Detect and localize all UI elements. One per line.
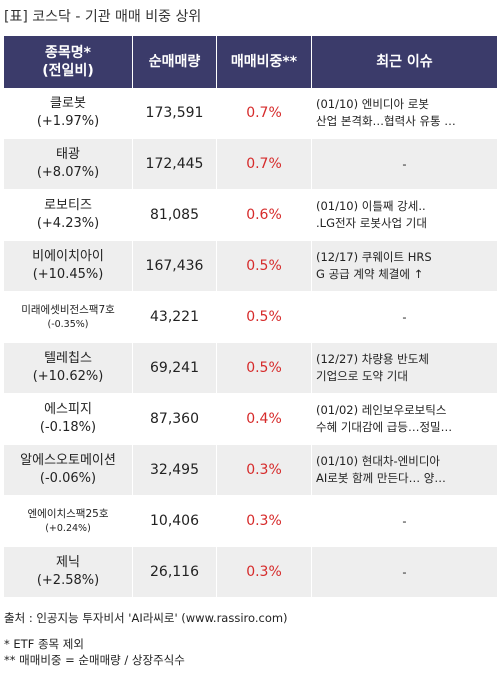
stock-cell: 알에스오토메이션 (-0.06%) (4, 445, 133, 496)
issue-line-2: 산업 본격화…협력사 유통 … (316, 114, 456, 128)
stock-name: 미래에셋비전스팩7호 (21, 304, 115, 316)
institution-trading-table: 종목명* (전일비) 순매매량 매매비중** 최근 이슈 클로봇 (+1.97%… (4, 36, 497, 598)
stock-change: (+10.45%) (32, 267, 104, 282)
net-volume: 32,495 (133, 445, 217, 496)
trade-ratio: 0.5% (217, 292, 312, 343)
recent-issue: - (312, 292, 497, 343)
table-row: 미래에셋비전스팩7호 (-0.35%) 43,221 0.5% - (4, 292, 497, 343)
stock-name: 알에스오토메이션 (20, 453, 116, 468)
stock-cell: 엔에이치스팩25호 (+0.24%) (4, 496, 133, 547)
issue-line-1: (01/02) 레인보우로보틱스 (316, 403, 447, 417)
header-name-line2: (전일비) (42, 63, 94, 79)
table-row: 태광 (+8.07%) 172,445 0.7% - (4, 139, 497, 190)
stock-cell: 클로봇 (+1.97%) (4, 88, 133, 139)
header-row: 종목명* (전일비) 순매매량 매매비중** 최근 이슈 (4, 36, 497, 88)
issue-line-2: 수혜 기대감에 급등…정밀… (316, 420, 453, 434)
trade-ratio: 0.3% (217, 547, 312, 598)
table-row: 알에스오토메이션 (-0.06%) 32,495 0.3% (01/10) 현대… (4, 445, 497, 496)
stock-cell: 텔레칩스 (+10.62%) (4, 343, 133, 394)
table-row: 클로봇 (+1.97%) 173,591 0.7% (01/10) 엔비디아 로… (4, 88, 497, 139)
stock-name: 텔레칩스 (44, 351, 92, 366)
recent-issue: (01/10) 이틀째 강세.. .LG전자 로봇사업 기대 (312, 190, 497, 241)
header-issue: 최근 이슈 (312, 36, 497, 88)
net-volume: 172,445 (133, 139, 217, 190)
header-name-line1: 종목명* (45, 45, 91, 61)
header-ratio: 매매비중** (217, 36, 312, 88)
stock-name: 로보티즈 (44, 198, 92, 213)
recent-issue: (01/02) 레인보우로보틱스 수혜 기대감에 급등…정밀… (312, 394, 497, 445)
trade-ratio: 0.3% (217, 445, 312, 496)
recent-issue: (01/10) 현대차-엔비디아 AI로봇 함께 만든다… 양… (312, 445, 497, 496)
stock-cell: 미래에셋비전스팩7호 (-0.35%) (4, 292, 133, 343)
stock-name: 태광 (56, 147, 80, 162)
table-row: 로보티즈 (+4.23%) 81,085 0.6% (01/10) 이틀째 강세… (4, 190, 497, 241)
stock-cell: 태광 (+8.07%) (4, 139, 133, 190)
stock-change: (-0.06%) (39, 471, 97, 486)
net-volume: 87,360 (133, 394, 217, 445)
table-row: 비에이치아이 (+10.45%) 167,436 0.5% (12/17) 쿠웨… (4, 241, 497, 292)
header-name: 종목명* (전일비) (4, 36, 133, 88)
issue-line-1: (01/10) 현대차-엔비디아 (316, 454, 440, 468)
net-volume: 173,591 (133, 88, 217, 139)
stock-name: 엔에이치스팩25호 (27, 508, 109, 520)
recent-issue: - (312, 496, 497, 547)
issue-line-2: .LG전자 로봇사업 기대 (316, 216, 427, 230)
table-row: 텔레칩스 (+10.62%) 69,241 0.5% (12/27) 차량용 반… (4, 343, 497, 394)
stock-name: 클로봇 (50, 96, 86, 111)
table-row: 에스피지 (-0.18%) 87,360 0.4% (01/02) 레인보우로보… (4, 394, 497, 445)
source-note: 출처 : 인공지능 투자비서 'AI라씨로' (www.rassiro.com) (4, 611, 288, 625)
stock-change: (+1.97%) (36, 114, 100, 129)
recent-issue: (12/17) 쿠웨이트 HRS G 공급 계약 체결에 ↑ (312, 241, 497, 292)
stock-cell: 제닉 (+2.58%) (4, 547, 133, 598)
footnote-etf: * ETF 종목 제외 (4, 637, 84, 651)
trade-ratio: 0.3% (217, 496, 312, 547)
table-row: 엔에이치스팩25호 (+0.24%) 10,406 0.3% - (4, 496, 497, 547)
issue-line-2: AI로봇 함께 만든다… 양… (316, 471, 446, 485)
trade-ratio: 0.5% (217, 241, 312, 292)
stock-cell: 에스피지 (-0.18%) (4, 394, 133, 445)
recent-issue: - (312, 547, 497, 598)
issue-line-1: (12/17) 쿠웨이트 HRS (316, 250, 432, 264)
trade-ratio: 0.6% (217, 190, 312, 241)
header-volume: 순매매량 (133, 36, 217, 88)
stock-change: (-0.35%) (47, 319, 89, 330)
recent-issue: (12/27) 차량용 반도체 기업으로 도약 기대 (312, 343, 497, 394)
net-volume: 10,406 (133, 496, 217, 547)
trade-ratio: 0.7% (217, 139, 312, 190)
trade-ratio: 0.5% (217, 343, 312, 394)
net-volume: 81,085 (133, 190, 217, 241)
stock-name: 비에이치아이 (32, 249, 104, 264)
stock-change: (+8.07%) (36, 165, 100, 180)
table-row: 제닉 (+2.58%) 26,116 0.3% - (4, 547, 497, 598)
net-volume: 26,116 (133, 547, 217, 598)
footnote-ratio: ** 매매비중 = 순매매량 / 상장주식수 (4, 653, 185, 667)
stock-change: (+0.24%) (45, 523, 91, 534)
issue-line-1: (01/10) 엔비디아 로봇 (316, 97, 429, 111)
trade-ratio: 0.7% (217, 88, 312, 139)
recent-issue: - (312, 139, 497, 190)
stock-cell: 로보티즈 (+4.23%) (4, 190, 133, 241)
issue-line-1: (01/10) 이틀째 강세.. (316, 199, 426, 213)
issue-line-2: 기업으로 도약 기대 (316, 369, 408, 383)
net-volume: 167,436 (133, 241, 217, 292)
stock-change: (+2.58%) (36, 573, 100, 588)
stock-name: 제닉 (56, 555, 80, 570)
recent-issue: (01/10) 엔비디아 로봇 산업 본격화…협력사 유통 … (312, 88, 497, 139)
stock-cell: 비에이치아이 (+10.45%) (4, 241, 133, 292)
table-title: [표] 코스닥 - 기관 매매 비중 상위 (4, 9, 202, 25)
stock-change: (+10.62%) (32, 369, 104, 384)
net-volume: 69,241 (133, 343, 217, 394)
net-volume: 43,221 (133, 292, 217, 343)
trade-ratio: 0.4% (217, 394, 312, 445)
issue-line-2: G 공급 계약 체결에 ↑ (316, 267, 424, 281)
stock-name: 에스피지 (44, 402, 92, 417)
issue-line-1: (12/27) 차량용 반도체 (316, 352, 429, 366)
stock-change: (+4.23%) (36, 216, 100, 231)
stock-change: (-0.18%) (39, 420, 97, 435)
